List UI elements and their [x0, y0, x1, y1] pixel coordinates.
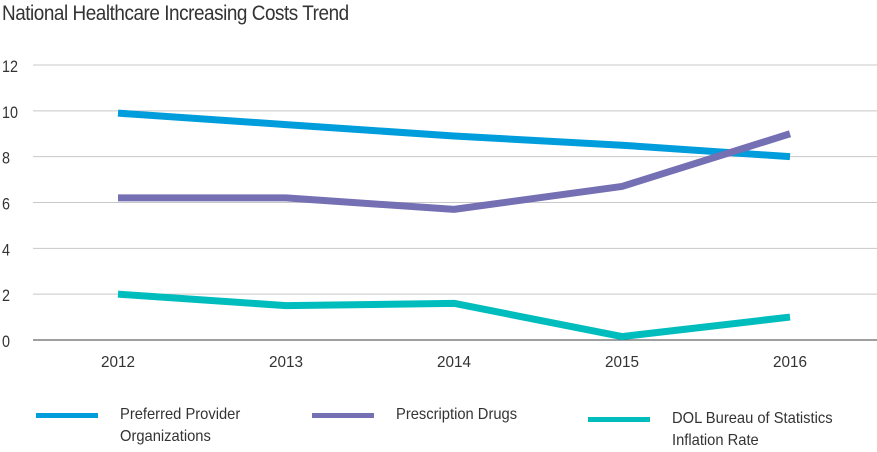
series-line-2	[117, 290, 791, 341]
chart-title: National Healthcare Increasing Costs Tre…	[2, 2, 349, 25]
y-tick-label: 10	[2, 103, 18, 122]
x-tick-label: 2014	[437, 354, 471, 371]
y-tick-label: 0	[2, 332, 10, 351]
y-tick-label: 4	[2, 240, 10, 259]
y-tick-label: 2	[2, 286, 10, 305]
legend-label: Prescription Drugs	[396, 406, 518, 423]
legend-swatch	[588, 417, 650, 422]
line-chart: 0 2 4 6 8 10 12 2012 2013 2014 2015 2016	[2, 57, 877, 371]
x-tick-label: 2015	[605, 354, 639, 371]
y-tick-label: 12	[2, 57, 18, 76]
legend-label: Preferred Provider Organizations	[120, 406, 241, 445]
x-tick-label: 2016	[773, 354, 807, 371]
legend-item-dol-inflation: DOL Bureau of Statistics Inflation Rate	[588, 408, 847, 452]
legend-swatch	[312, 413, 374, 418]
series-line-0	[117, 109, 791, 161]
legend-item-prescription-drugs: Prescription Drugs	[312, 404, 528, 426]
legend-item-ppo: Preferred Provider Organizations	[36, 404, 251, 448]
x-tick-label: 2013	[269, 354, 303, 371]
legend-swatch	[36, 413, 98, 418]
x-tick-label: 2012	[101, 354, 135, 371]
y-tick-label: 6	[2, 195, 10, 214]
legend-label: DOL Bureau of Statistics Inflation Rate	[672, 410, 833, 449]
y-tick-label: 8	[2, 149, 10, 168]
series-line-1	[118, 130, 792, 213]
